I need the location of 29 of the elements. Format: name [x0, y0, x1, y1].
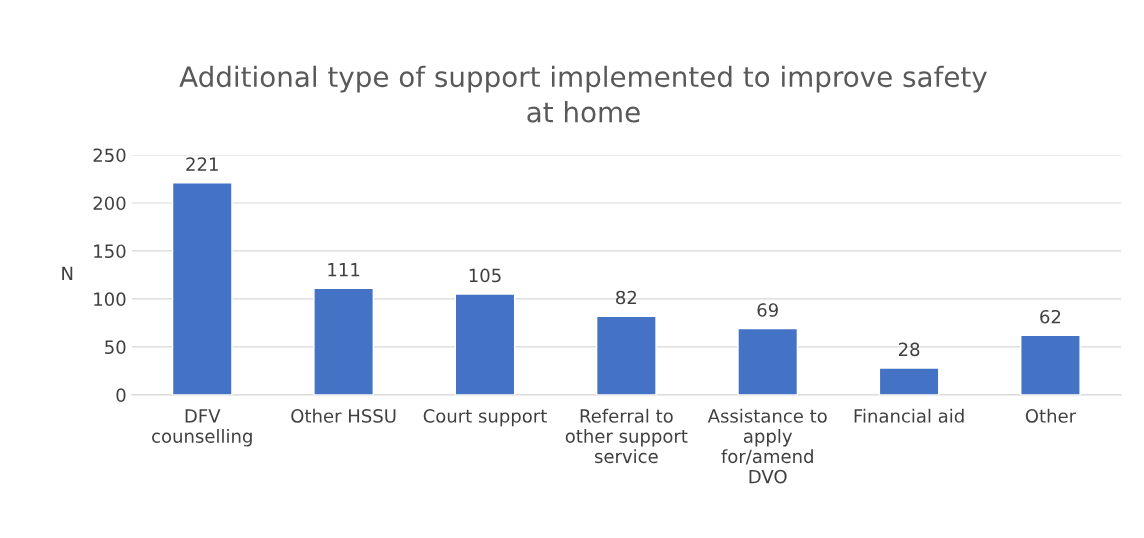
x-tick-label: Other: [1025, 408, 1077, 423]
bar: [878, 367, 940, 395]
bar: [171, 182, 233, 395]
data-label: 62: [1040, 309, 1061, 324]
x-tick-label: Assistance to apply for/amend DVO: [707, 408, 827, 484]
x-tick-label: Other HSSU: [291, 408, 396, 423]
y-tick-label: 100: [94, 292, 126, 307]
data-label: 105: [469, 268, 501, 283]
x-tick-label: Court support: [423, 409, 547, 427]
bar: [595, 315, 657, 395]
y-tick-label: 250: [93, 148, 126, 163]
x-tick-label: DFV counselling: [152, 409, 252, 447]
data-label: 28: [898, 342, 920, 357]
data-label: 69: [757, 303, 778, 317]
y-tick-label: 150: [94, 244, 126, 259]
bar: [313, 287, 374, 395]
y-tick-label: 50: [105, 340, 126, 355]
y-axis-title: N: [62, 266, 73, 280]
bar: [1020, 334, 1081, 395]
y-tick-label: 200: [93, 196, 126, 211]
data-label: 221: [186, 157, 218, 171]
y-tick-label: 0: [116, 388, 126, 403]
data-label: 82: [616, 290, 637, 305]
x-tick-label: Financial aid: [854, 408, 964, 423]
data-label: 111: [328, 263, 360, 277]
chart-title: Additional type of support implemented to improve safety at home: [179, 65, 987, 123]
x-tick-label: Referral to other support service: [565, 408, 688, 464]
bar: [454, 293, 516, 395]
bar: [737, 327, 799, 395]
